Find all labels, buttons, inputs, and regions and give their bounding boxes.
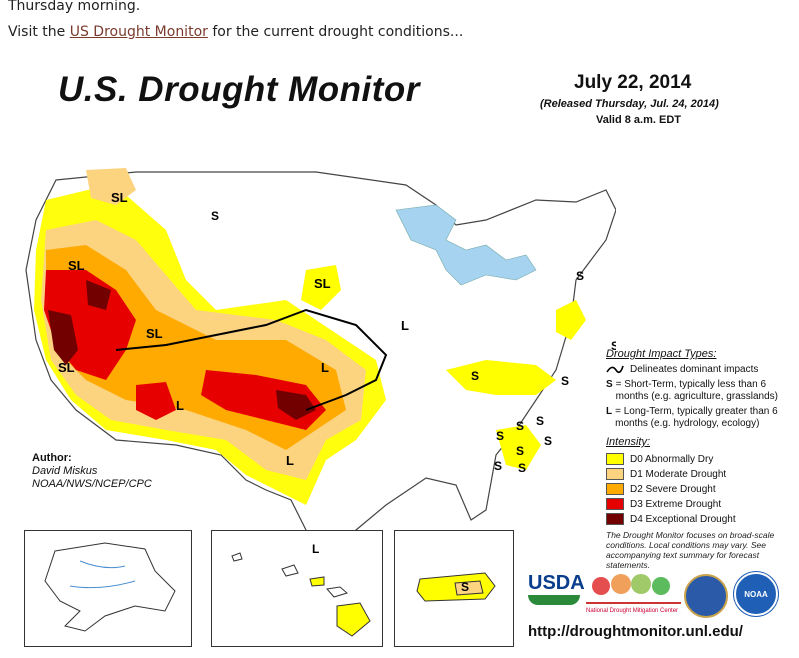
d1-swatch — [606, 468, 624, 480]
alaska-map — [44, 542, 176, 632]
intro-line-1: Thursday morning. — [8, 0, 141, 14]
hawaii-inset: L — [211, 530, 383, 647]
drought-note: The Drought Monitor focuses on broad-sca… — [606, 530, 775, 570]
long-text: = Long-Term, typically greater than 6 mo… — [615, 406, 778, 429]
map-title: U.S. Drought Monitor — [58, 70, 420, 109]
drought-monitor-link[interactable]: US Drought Monitor — [69, 24, 208, 40]
label-l-5: L — [411, 110, 418, 113]
usda-logo-swoosh — [528, 595, 580, 605]
map-date: July 22, 2014 — [574, 72, 692, 93]
legend-delineates-row: Delineates dominant impacts — [606, 364, 786, 376]
alaska-inset — [24, 530, 192, 647]
map-valid: Valid 8 a.m. EDT — [596, 114, 681, 126]
legend-d0: D0 Abnormally Dry — [606, 452, 786, 466]
author-name: David Miskus — [32, 465, 98, 477]
usda-logo: USDA — [528, 572, 585, 594]
label-s-10: S — [494, 459, 502, 473]
hawaii-map: L — [231, 542, 371, 637]
delineates-text: Delineates dominant impacts — [630, 364, 759, 375]
label-s-9: S — [544, 434, 552, 448]
label-s-4: S — [611, 339, 616, 353]
legend-short-row: S = Short-Term, typically less than 6 mo… — [606, 379, 786, 403]
long-label: L — [606, 406, 613, 417]
hawaii-label: L — [312, 542, 319, 556]
legend-d4: D4 Exceptional Drought — [606, 512, 786, 526]
d4-nevada — [86, 280, 111, 310]
puerto-rico-inset: S — [394, 530, 514, 647]
label-s-3: S — [561, 374, 569, 388]
label-s-1: S — [211, 209, 219, 223]
label-s-5: S — [516, 419, 524, 433]
short-text: = Short-Term, typically less than 6 mont… — [615, 379, 778, 402]
impact-line-icon — [606, 365, 624, 374]
d2-swatch — [606, 483, 624, 495]
short-label: S — [606, 379, 613, 390]
ndmc-trees-icon — [586, 574, 681, 604]
label-sl-2: SL — [68, 258, 85, 273]
intensity-header: Intensity: — [606, 436, 651, 448]
impact-types-header: Drought Impact Types: — [606, 348, 717, 360]
impact-boundary — [115, 308, 388, 411]
label-s-2: S — [471, 369, 479, 383]
d4-texas — [276, 390, 316, 420]
label-l-1: L — [176, 398, 184, 413]
intro-line-2: Visit the US Drought Monitor for the cur… — [8, 24, 463, 40]
label-sl-1: SL — [111, 190, 128, 205]
conus-map: SL SL SL SL SL L L L L S S S S S S S S S… — [25, 110, 616, 556]
label-s-7: S — [496, 429, 504, 443]
drought-monitor-url: http://droughtmonitor.unl.edu/ — [528, 623, 743, 640]
great-lakes — [395, 204, 537, 286]
legend: Drought Impact Types: Delineates dominan… — [606, 348, 786, 527]
d0-northeast — [556, 300, 586, 340]
d4-swatch — [606, 513, 624, 525]
puerto-rico-map: S — [416, 572, 496, 602]
d0-montana — [86, 168, 136, 205]
d0-ohio-valley — [446, 360, 556, 395]
legend-long-row: L = Long-Term, typically greater than 6 … — [606, 406, 786, 430]
author-org: NOAA/NWS/NCEP/CPC — [32, 478, 152, 490]
pr-label: S — [461, 580, 469, 594]
label-sl-3: SL — [58, 360, 75, 375]
commerce-seal-icon — [684, 574, 728, 618]
legend-d3: D3 Extreme Drought — [606, 497, 786, 511]
d3-swatch — [606, 498, 624, 510]
legend-d1: D1 Moderate Drought — [606, 467, 786, 481]
d0-nebraska — [301, 265, 341, 310]
ndmc-logo: National Drought Mitigation Center — [586, 572, 681, 618]
ndmc-text: National Drought Mitigation Center — [586, 608, 679, 614]
d4-california — [48, 310, 78, 365]
intro-suffix: for the current drought conditions... — [207, 24, 464, 40]
legend-d2: D2 Severe Drought — [606, 482, 786, 496]
label-s-13: S — [576, 269, 584, 283]
d3-arizona — [136, 382, 176, 420]
author-block: Author: David Miskus NOAA/NWS/NCEP/CPC — [32, 452, 152, 491]
label-s-8: S — [516, 444, 524, 458]
label-sl-4: SL — [146, 326, 163, 341]
label-l-2: L — [321, 360, 329, 375]
label-l-4: L — [401, 318, 409, 333]
label-l-3: L — [286, 453, 294, 468]
label-s-11: S — [518, 461, 526, 475]
d0-swatch — [606, 453, 624, 465]
d0-southeast — [496, 425, 541, 470]
label-s-6: S — [536, 414, 544, 428]
label-sl-5: SL — [314, 276, 331, 291]
noaa-logo: NOAA — [734, 572, 778, 616]
drought-map-image: U.S. Drought Monitor July 22, 2014 (Rele… — [16, 60, 791, 655]
map-released: (Released Thursday, Jul. 24, 2014) — [540, 98, 719, 110]
intro-prefix: Visit the — [8, 24, 70, 40]
author-label: Author: — [32, 452, 72, 464]
